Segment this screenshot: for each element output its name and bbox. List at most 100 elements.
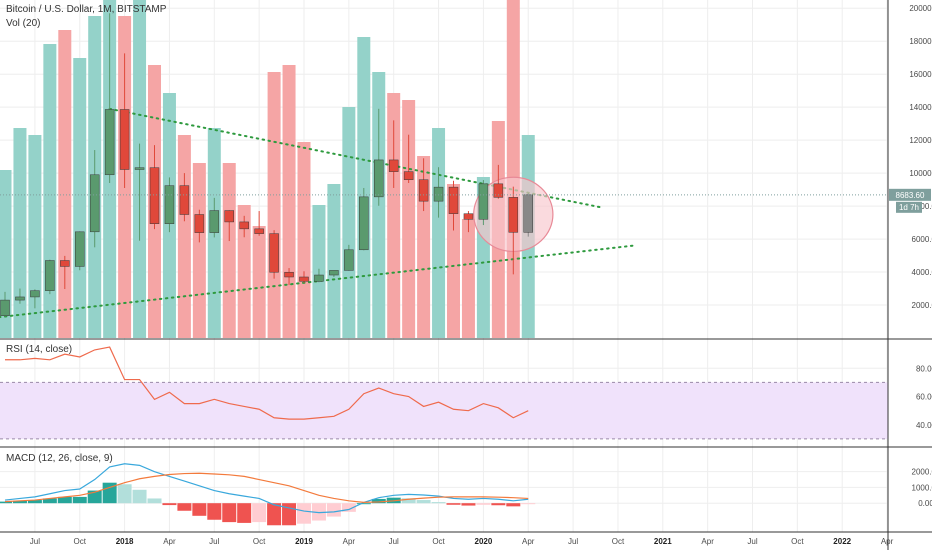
macd-histogram-bar — [401, 498, 416, 504]
time-tick-label: Apr — [163, 537, 176, 546]
macd-layer — [0, 463, 536, 526]
candle-body — [478, 183, 489, 220]
volume-bar — [342, 107, 356, 338]
macd-histogram-bar — [117, 484, 132, 504]
macd-histogram-bar — [461, 503, 476, 506]
countdown-tag — [896, 201, 922, 213]
macd-histogram-bar — [446, 503, 461, 505]
volume-bar — [252, 226, 266, 338]
candle-body — [89, 174, 100, 233]
time-tick-label: Apr — [343, 537, 356, 546]
macd-histogram-bar — [356, 503, 371, 505]
macd-histogram-bar — [476, 503, 491, 505]
price-tick-label: 4000.00 — [912, 268, 932, 277]
price-tick-label: 20000.00 — [909, 4, 932, 13]
candle-body — [374, 159, 384, 198]
candle-body — [0, 299, 10, 316]
volume-bar — [402, 100, 416, 338]
volume-bar — [222, 163, 236, 338]
macd-histogram-bar — [207, 503, 222, 520]
rsi-tick-label: 40.00 — [916, 421, 932, 430]
rsi-line — [5, 346, 529, 420]
macd-tick-label: 2000.00 — [912, 468, 932, 477]
macd-histogram-bar — [12, 500, 27, 504]
volume-bar — [177, 135, 191, 338]
time-tick-label: Apr — [522, 537, 535, 546]
macd-histogram-bar — [177, 503, 192, 511]
candle-body — [134, 167, 145, 170]
candle-body — [359, 196, 369, 251]
macd-histogram-bar — [0, 501, 12, 504]
candle-body — [149, 167, 160, 224]
rsi-legend[interactable]: RSI (14, close) — [6, 344, 72, 355]
candle-body — [269, 233, 279, 273]
volume-bar — [432, 128, 446, 338]
candle-body — [75, 231, 85, 267]
candle-body — [329, 270, 339, 276]
macd-histogram-bar — [42, 498, 57, 504]
time-tick-label: Apr — [881, 537, 894, 546]
rsi-layer — [5, 346, 529, 420]
candle-body — [119, 109, 130, 170]
macd-histogram-bar — [371, 498, 386, 504]
candle-body — [314, 274, 324, 282]
candle-body — [179, 185, 190, 215]
candle-body — [194, 214, 205, 233]
macd-histogram-bar — [57, 496, 72, 504]
rsi-tick-label: 60.00 — [916, 393, 932, 402]
volume-bar — [58, 30, 72, 338]
volume-bar — [387, 93, 401, 338]
time-tick-label: Apr — [701, 537, 714, 546]
macd-histogram-bar — [102, 482, 117, 504]
volume-bar — [327, 184, 341, 338]
candle-body — [299, 276, 309, 282]
volume-bar — [0, 170, 12, 338]
candle-body — [284, 271, 294, 278]
price-tick-label: 14000.00 — [909, 103, 932, 112]
time-tick-label: Jul — [389, 537, 399, 546]
macd-tick-label: 0.00 — [918, 499, 932, 508]
macd-histogram-bar — [267, 503, 282, 526]
price-tick-label: 2000.00 — [912, 301, 932, 310]
volume-bar — [297, 142, 311, 338]
price-tag-layer: 8683.60 1d 7h — [0, 188, 931, 213]
volume-legend[interactable]: Vol (20) — [6, 18, 40, 29]
candle-body — [209, 210, 220, 233]
time-tick-label: Oct — [791, 537, 804, 546]
time-tick-label: Oct — [74, 537, 87, 546]
candle-body — [388, 159, 399, 172]
macd-histogram-bar — [147, 498, 162, 504]
time-tick-label: Jul — [747, 537, 757, 546]
time-tick-label: 2018 — [116, 537, 134, 546]
candle-layer — [0, 13, 533, 317]
time-tick-label: Oct — [612, 537, 625, 546]
macd-histogram-bar — [27, 500, 42, 504]
time-tick-label: Jul — [30, 537, 40, 546]
macd-tick-label: 1000.00 — [912, 483, 932, 492]
candle-body — [463, 213, 474, 220]
price-tick-label: 6000.00 — [912, 235, 932, 244]
price-legend[interactable]: Bitcoin / U.S. Dollar, 1M, BITSTAMP — [6, 4, 167, 15]
volume-bar — [357, 37, 371, 338]
volume-bar — [506, 0, 520, 338]
volume-bar — [73, 58, 87, 338]
candle-body — [523, 194, 533, 233]
candle-body — [418, 179, 429, 202]
candle-body — [45, 260, 55, 291]
candle-body — [448, 186, 459, 214]
macd-histogram-bar — [297, 503, 311, 524]
candle-body — [164, 185, 175, 224]
macd-histogram-bar — [326, 503, 341, 517]
macd-histogram-bar — [222, 503, 237, 523]
macd-legend[interactable]: MACD (12, 26, close, 9) — [6, 453, 113, 464]
macd-histogram-bar — [252, 503, 267, 523]
rsi-tick-label: 80.00 — [916, 364, 932, 373]
last-price-tag-label: 8683.60 — [896, 191, 925, 200]
macd-histogram-bar — [192, 503, 207, 516]
time-tick-label: 2021 — [654, 537, 672, 546]
candle-body — [239, 221, 249, 230]
price-tick-label: 16000.00 — [909, 70, 932, 79]
